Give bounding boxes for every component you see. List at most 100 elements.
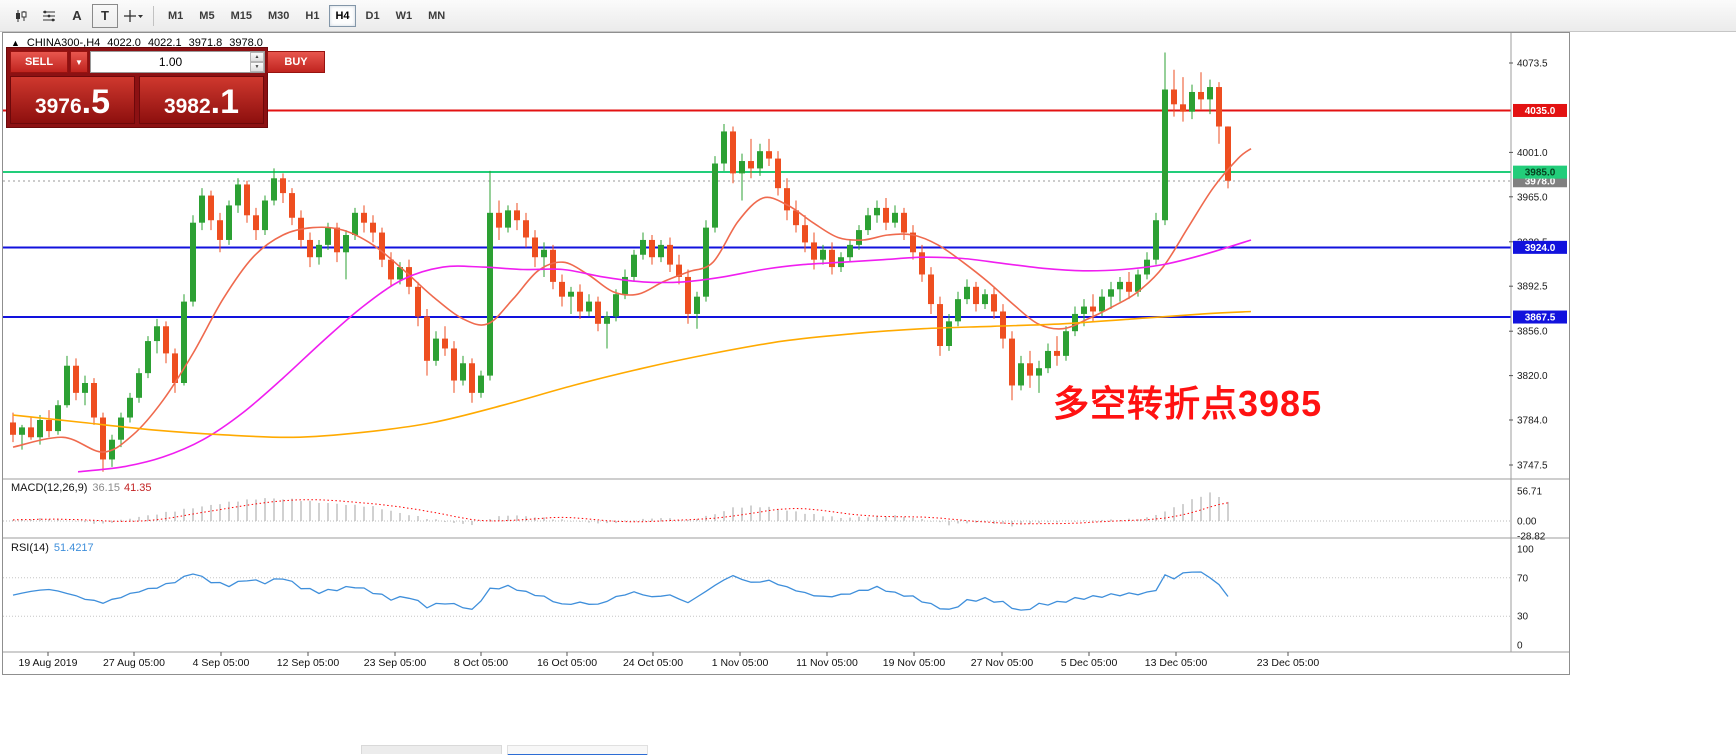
timeframe-button-w1[interactable]: W1 xyxy=(390,5,419,27)
rsi-label: RSI(14) 51.4217 xyxy=(11,542,94,554)
rsi-value: 51.4217 xyxy=(53,542,94,554)
text-tool-icon[interactable]: T xyxy=(92,3,118,28)
volume-field: ▲ ▼ xyxy=(90,51,265,73)
svg-text:19 Nov 05:00: 19 Nov 05:00 xyxy=(883,657,946,669)
timeframe-button-m15[interactable]: M15 xyxy=(225,5,258,27)
sell-button[interactable]: SELL xyxy=(10,51,68,73)
svg-text:3965.0: 3965.0 xyxy=(1517,192,1548,203)
timeframe-button-m1[interactable]: M1 xyxy=(162,5,189,27)
timeframe-button-d1[interactable]: D1 xyxy=(360,5,386,27)
svg-text:24 Oct 05:00: 24 Oct 05:00 xyxy=(623,657,683,669)
svg-text:3867.5: 3867.5 xyxy=(1525,313,1556,324)
svg-text:3820.0: 3820.0 xyxy=(1517,371,1548,382)
svg-text:5 Dec 05:00: 5 Dec 05:00 xyxy=(1061,657,1118,669)
svg-text:3978.0: 3978.0 xyxy=(1525,176,1556,187)
buy-button[interactable]: BUY xyxy=(267,51,325,73)
buy-price-box[interactable]: 3982.1 xyxy=(139,76,264,124)
taskbar-item[interactable] xyxy=(361,745,502,754)
macd-signal-value: 41.35 xyxy=(123,482,152,494)
timeframe-button-m5[interactable]: M5 xyxy=(193,5,220,27)
timeframe-group: M1 M5 M15 M30 H1 H4 D1 W1 MN xyxy=(161,4,452,27)
svg-text:70: 70 xyxy=(1517,573,1529,584)
svg-text:12 Sep 05:00: 12 Sep 05:00 xyxy=(277,657,340,669)
buy-price-pips: .1 xyxy=(210,83,240,121)
ohlc-close: 3978.0 xyxy=(229,37,263,49)
price-chart-canvas[interactable]: 4073.54001.03965.03928.53892.53856.03820… xyxy=(3,33,1569,674)
svg-text:4073.5: 4073.5 xyxy=(1517,59,1548,70)
svg-text:27 Aug 05:00: 27 Aug 05:00 xyxy=(103,657,165,669)
ma-slow xyxy=(12,310,1252,439)
indicators-icon[interactable] xyxy=(36,4,62,28)
svg-text:56.71: 56.71 xyxy=(1517,487,1542,498)
svg-text:23 Dec 05:00: 23 Dec 05:00 xyxy=(1257,657,1320,669)
panel-separators xyxy=(3,33,1569,653)
svg-text:23 Sep 05:00: 23 Sep 05:00 xyxy=(364,657,427,669)
macd-value: 36.15 xyxy=(92,482,120,494)
macd-name: MACD(12,26,9) xyxy=(11,482,88,494)
svg-text:4 Sep 05:00: 4 Sep 05:00 xyxy=(193,657,250,669)
svg-text:8 Oct 05:00: 8 Oct 05:00 xyxy=(454,657,508,669)
ohlc-low: 3971.8 xyxy=(188,37,223,49)
svg-text:4001.0: 4001.0 xyxy=(1517,148,1548,159)
macd-signal-line xyxy=(12,499,1229,525)
chart-window: 4073.54001.03965.03928.53892.53856.03820… xyxy=(2,32,1570,675)
toolbar-separator xyxy=(153,5,154,26)
timeframe-button-mn[interactable]: MN xyxy=(422,5,451,27)
ma-fast xyxy=(12,148,1252,453)
symbol-header: ▲ CHINA300-,H4 4022.0 4022.1 3971.8 3978… xyxy=(11,37,263,49)
timeframe-button-h4[interactable]: H4 xyxy=(329,4,356,27)
symbol-name: CHINA300-,H4 xyxy=(26,37,101,49)
svg-text:30: 30 xyxy=(1517,612,1529,623)
svg-text:16 Oct 05:00: 16 Oct 05:00 xyxy=(537,657,597,669)
level-lines-layer xyxy=(3,109,1511,318)
one-click-trade-panel: SELL ▼ ▲ ▼ BUY 3976.5 3982.1 xyxy=(7,48,325,127)
timeframe-button-m30[interactable]: M30 xyxy=(262,5,295,27)
svg-text:3985.0: 3985.0 xyxy=(1525,168,1556,179)
macd-label: MACD(12,26,9) 36.15 41.35 xyxy=(11,482,151,494)
chart-type-icon[interactable] xyxy=(8,4,34,28)
moving-averages-layer xyxy=(12,148,1252,473)
sell-price-main: 3976 xyxy=(34,95,82,118)
svg-text:3747.5: 3747.5 xyxy=(1517,461,1548,472)
rsi-name: RSI(14) xyxy=(11,542,49,554)
buy-price-main: 3982 xyxy=(163,95,211,118)
chevron-down-icon: ▼ xyxy=(75,57,83,67)
taskbar-item-active[interactable] xyxy=(507,745,648,755)
svg-text:13 Dec 05:00: 13 Dec 05:00 xyxy=(1145,657,1208,669)
trend-up-icon: ▲ xyxy=(11,38,20,48)
svg-text:3892.5: 3892.5 xyxy=(1517,282,1548,293)
price-axis[interactable]: 4073.54001.03965.03928.53892.53856.03820… xyxy=(1509,59,1567,652)
rsi-panel xyxy=(3,571,1511,617)
time-axis[interactable]: 19 Aug 2019 27 Aug 05:00 4 Sep 05:00 12 Sep… xyxy=(19,652,1320,669)
svg-text:11 Nov 05:00: 11 Nov 05:00 xyxy=(796,657,858,669)
ma-mid xyxy=(77,239,1252,473)
volume-decrease-button[interactable]: ▼ xyxy=(250,62,264,72)
rsi-line xyxy=(12,571,1229,611)
ohlc-high: 4022.1 xyxy=(147,37,182,49)
font-tool-icon[interactable]: A xyxy=(64,4,90,28)
ohlc-open: 4022.0 xyxy=(107,37,141,49)
svg-text:1 Nov 05:00: 1 Nov 05:00 xyxy=(712,657,769,669)
volume-increase-button[interactable]: ▲ xyxy=(250,52,264,62)
svg-text:100: 100 xyxy=(1517,545,1534,556)
timeframe-button-h1[interactable]: H1 xyxy=(299,5,325,27)
sell-price-box[interactable]: 3976.5 xyxy=(10,76,135,124)
candles-layer xyxy=(10,52,1231,472)
volume-stepper: ▲ ▼ xyxy=(250,52,264,72)
svg-text:-28.82: -28.82 xyxy=(1517,532,1546,543)
crosshair-icon[interactable] xyxy=(120,4,146,28)
svg-text:3856.0: 3856.0 xyxy=(1517,327,1548,338)
volume-input[interactable] xyxy=(91,52,250,72)
order-type-dropdown[interactable]: ▼ xyxy=(70,51,88,73)
chart-annotation: 多空转折点3985 xyxy=(1053,383,1323,424)
footer-area xyxy=(0,675,1736,755)
svg-text:3784.0: 3784.0 xyxy=(1517,415,1548,426)
svg-text:19 Aug 2019: 19 Aug 2019 xyxy=(19,657,78,669)
svg-text:27 Nov 05:00: 27 Nov 05:00 xyxy=(971,657,1034,669)
svg-text:4035.0: 4035.0 xyxy=(1525,106,1556,117)
sell-price-pips: .5 xyxy=(81,83,111,121)
svg-text:3924.0: 3924.0 xyxy=(1525,243,1556,254)
